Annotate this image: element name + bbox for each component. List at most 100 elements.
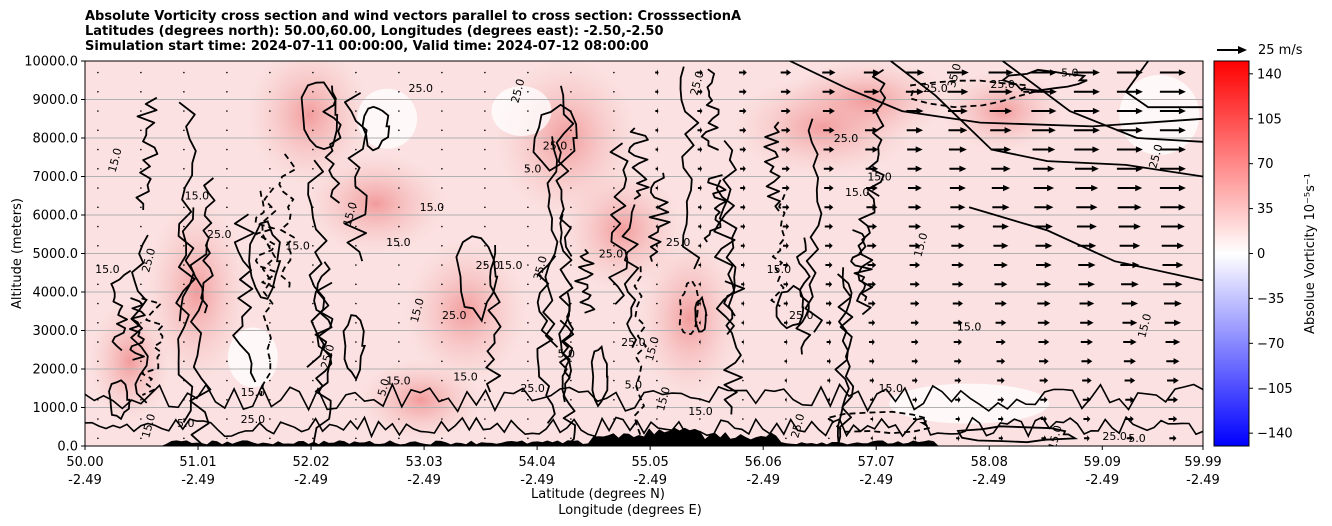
wind-vector <box>140 187 142 189</box>
contour-label: 25.0 <box>509 77 528 104</box>
wind-vector <box>613 129 615 132</box>
wind-vector <box>355 283 357 286</box>
wind-vector <box>97 360 99 363</box>
colorbar-tick-label: 35 <box>1257 202 1274 217</box>
wind-vector <box>656 418 658 420</box>
wind-vector <box>697 107 703 115</box>
wind-vector <box>1073 127 1100 134</box>
wind-vector <box>484 245 486 247</box>
wind-vector <box>741 338 744 346</box>
wind-vector <box>183 129 185 132</box>
wind-vector <box>484 399 486 401</box>
field-blob <box>788 61 949 140</box>
contour-line <box>621 204 640 349</box>
wind-vector <box>570 302 572 305</box>
wind-vector <box>140 91 142 93</box>
wind-vector <box>1039 377 1049 384</box>
wind-vector <box>355 245 357 247</box>
wind-vector <box>269 206 271 209</box>
wind-vector <box>1039 358 1049 365</box>
wind-vector <box>656 302 658 305</box>
x-axis-label-lon: Longitude (degrees E) <box>558 503 702 518</box>
wind-vector <box>183 187 185 189</box>
wind-vector <box>484 418 486 420</box>
wind-vector <box>527 360 529 363</box>
wind-vector <box>441 302 443 305</box>
wind-vector <box>1116 69 1143 76</box>
wind-vector <box>869 377 875 384</box>
wind-vector <box>613 245 615 247</box>
wind-vector <box>441 379 443 382</box>
wind-vector <box>570 360 572 363</box>
wind-vector <box>742 418 744 420</box>
wind-vectors <box>97 69 1186 442</box>
wind-vector <box>97 245 99 247</box>
wind-vector <box>613 206 615 209</box>
contour-label: 15.0 <box>1046 424 1065 451</box>
contour-label: 25.0 <box>621 336 646 349</box>
wind-vector <box>1030 88 1057 95</box>
wind-vector <box>908 223 921 230</box>
wind-vector <box>952 300 964 307</box>
wind-vector <box>570 225 572 228</box>
wind-vector <box>312 206 314 209</box>
wind-vector <box>698 204 702 211</box>
wind-vector <box>226 110 228 112</box>
wind-vector <box>1080 338 1093 346</box>
wind-vector <box>527 379 529 382</box>
contour-label: 5.0 <box>625 378 643 391</box>
wind-vector <box>226 91 228 93</box>
x-tick-label-lon: -2.49 <box>294 473 328 488</box>
contour-line <box>306 159 328 368</box>
contour-line <box>795 237 812 355</box>
wind-vector <box>527 437 529 440</box>
wind-vector <box>827 415 830 423</box>
wind-vector <box>867 242 877 249</box>
wind-vector <box>484 225 486 228</box>
wind-vector <box>398 110 400 112</box>
wind-vector <box>950 223 965 230</box>
wind-vector <box>183 110 185 112</box>
wind-vector <box>570 148 572 151</box>
y-tick-label: 9000.0 <box>33 93 79 108</box>
wind-vector <box>226 129 228 132</box>
contour-line <box>110 269 132 352</box>
wind-vector <box>312 187 314 189</box>
wind-vector <box>1116 165 1143 172</box>
wind-vector <box>867 281 876 288</box>
wind-vector <box>1036 261 1052 269</box>
contour-line <box>713 179 736 335</box>
wind-vector <box>140 322 142 324</box>
contour-loop <box>775 284 805 330</box>
wind-vector <box>269 418 271 420</box>
wind-vector <box>1160 204 1186 211</box>
wind-vector <box>656 399 658 401</box>
wind-vector <box>441 168 443 170</box>
wind-vector <box>97 264 99 266</box>
wind-vector <box>484 322 486 324</box>
wind-vector <box>1159 127 1186 134</box>
wind-vector <box>183 360 185 363</box>
y-tick-label: 7000.0 <box>33 170 79 185</box>
wind-vector <box>398 437 400 440</box>
wind-vector <box>992 223 1009 230</box>
wind-vector <box>656 379 658 382</box>
wind-vector <box>1159 165 1186 172</box>
wind-vector <box>822 69 836 76</box>
wind-vector <box>527 399 529 401</box>
contour-label: 25.0 <box>543 140 568 153</box>
wind-vector <box>269 187 271 189</box>
contour-line <box>770 193 786 308</box>
wind-vector <box>1125 396 1135 403</box>
wind-vector <box>613 399 615 401</box>
wind-vector <box>952 281 964 288</box>
wind-vector <box>824 184 834 192</box>
wind-vector <box>656 360 658 363</box>
field-blob <box>562 170 683 291</box>
wind-vector <box>527 91 529 93</box>
wind-vector <box>183 71 185 74</box>
wind-vector <box>655 107 659 115</box>
wind-vector <box>908 204 922 211</box>
wind-vector <box>655 146 659 153</box>
wind-vector <box>312 129 314 132</box>
